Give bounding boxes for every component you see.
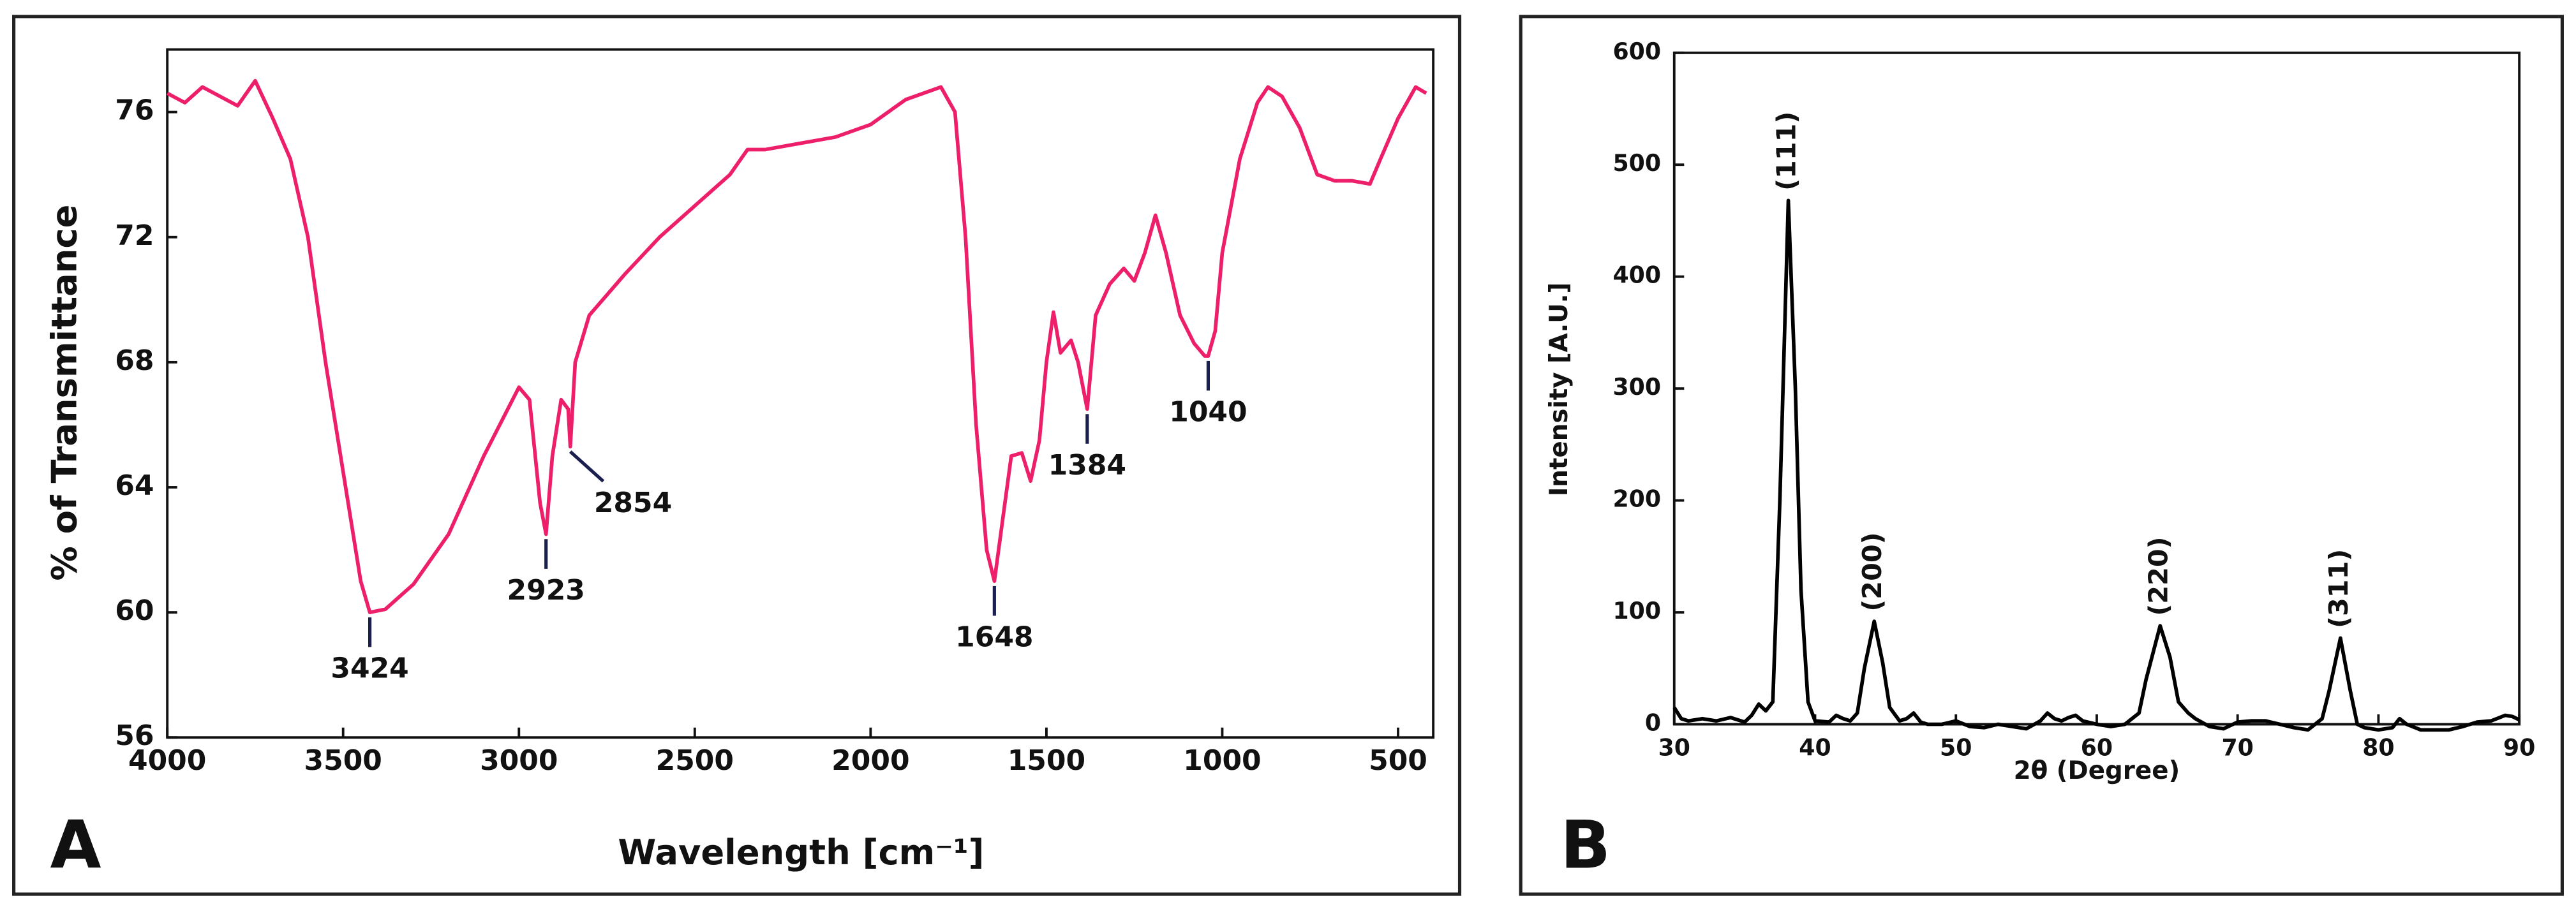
- panel-label: A: [50, 807, 101, 883]
- y-tick-label: 56: [115, 719, 154, 752]
- peak-index-label: (200): [1857, 532, 1887, 611]
- peak-label: 1648: [955, 621, 1033, 654]
- x-tick-label: 80: [2362, 733, 2394, 761]
- peak-label: 3424: [331, 652, 408, 685]
- peak-label: 2923: [507, 574, 585, 607]
- x-tick-label: 30: [1658, 733, 1690, 761]
- peak-index-label: (311): [2323, 549, 2354, 628]
- panel-b-frame: [1519, 15, 2564, 896]
- x-tick-label: 60: [2081, 733, 2113, 761]
- y-tick-label: 60: [115, 594, 154, 627]
- peak-leader: [569, 450, 605, 483]
- x-tick-label: 1000: [1183, 744, 1261, 777]
- y-tick-label: 68: [115, 344, 154, 377]
- y-tick-label: 600: [1613, 38, 1662, 65]
- spectrum-line: [1672, 198, 2520, 732]
- y-tick-label: 500: [1613, 149, 1662, 177]
- x-tick-label: 2000: [831, 744, 909, 777]
- x-tick-label: 40: [1799, 733, 1831, 761]
- x-tick-label: 90: [2503, 733, 2535, 761]
- x-tick-label: 3500: [304, 744, 382, 777]
- x-tick-label: 1500: [1008, 744, 1085, 777]
- plot-area: [166, 48, 1435, 739]
- x-tick-label: 50: [1940, 733, 1972, 761]
- y-tick-label: 100: [1613, 597, 1662, 624]
- panel-a-frame: [12, 15, 1462, 896]
- peak-label: 2854: [594, 487, 672, 519]
- x-tick-label: 3000: [480, 744, 558, 777]
- peak-index-label: (220): [2143, 536, 2173, 615]
- peak-label: 1384: [1048, 449, 1126, 482]
- x-tick-label: 500: [1369, 744, 1427, 777]
- x-tick-label: 70: [2221, 733, 2253, 761]
- x-tick-label: 4000: [128, 744, 206, 777]
- peak-label: 1040: [1169, 396, 1247, 429]
- peak-index-label: (111): [1771, 112, 1802, 191]
- y-axis-label: Intensity [A.U.]: [1545, 283, 1574, 496]
- y-tick-label: 72: [115, 219, 154, 252]
- panel-label: B: [1560, 807, 1611, 883]
- y-axis-label: % of Transmittance: [45, 205, 85, 581]
- y-tick-label: 200: [1613, 485, 1662, 513]
- x-axis-label: Wavelength [cm⁻¹]: [618, 832, 984, 873]
- y-tick-label: 0: [1645, 709, 1661, 737]
- x-axis-label: 2θ (Degree): [2014, 756, 2180, 785]
- y-tick-label: 76: [115, 94, 154, 127]
- y-tick-label: 64: [115, 469, 154, 502]
- x-tick-label: 2500: [656, 744, 734, 777]
- y-tick-label: 300: [1613, 373, 1662, 401]
- spectrum-line: [166, 78, 1427, 614]
- y-tick-label: 400: [1613, 262, 1662, 289]
